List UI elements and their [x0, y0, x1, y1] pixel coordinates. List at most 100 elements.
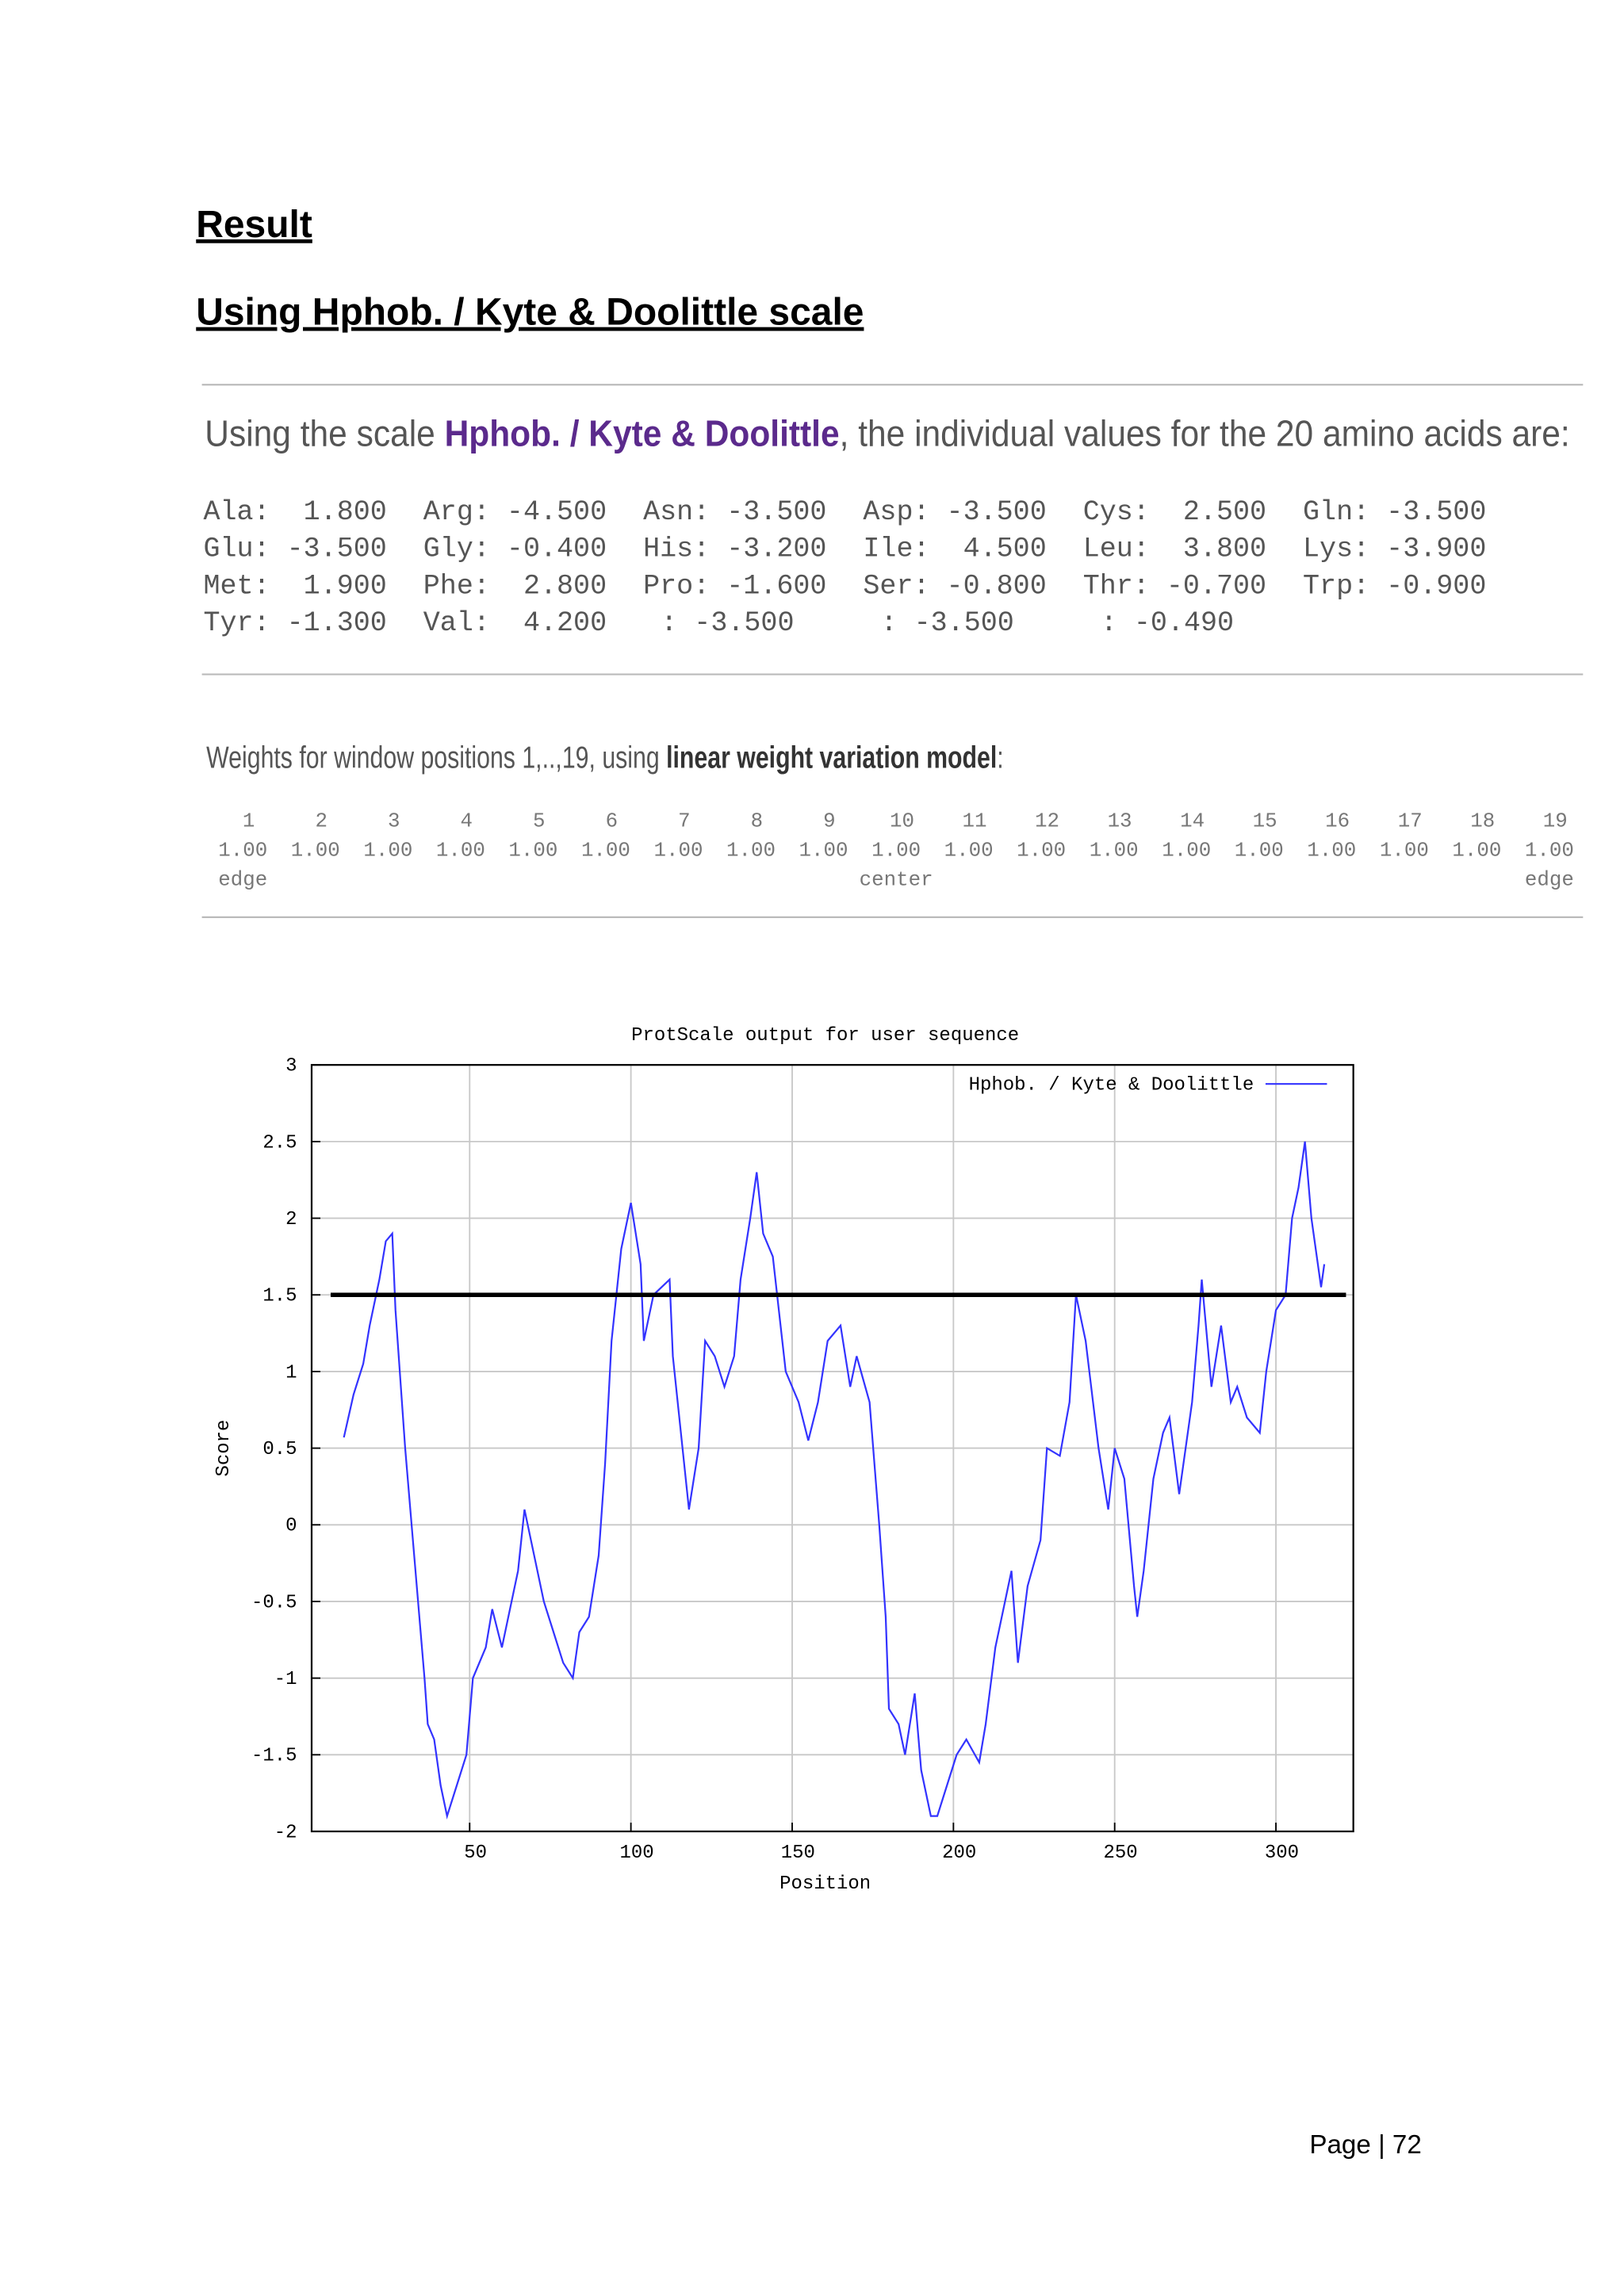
window-position: 8 [751, 809, 764, 832]
window-position: 7 [678, 809, 691, 832]
amino-acid-table: Ala: 1.800 Arg: -4.500 Asn: -3.500 Asp: -3.… [203, 496, 1486, 639]
y-tick-label: -0.5 [251, 1592, 297, 1613]
weight-value: 1.00 [1452, 838, 1501, 862]
weight-value: 1.00 [581, 838, 630, 862]
weight-value: 1.00 [1307, 838, 1356, 862]
weight-value: 1.00 [291, 838, 340, 862]
table-cell: : -0.490 [1101, 607, 1234, 639]
chart: ProtScale output for user sequence -2 -1.5… [213, 1025, 1354, 1895]
window-position: 9 [823, 809, 836, 832]
window-position: 13 [1108, 809, 1132, 832]
x-tick-label: 300 [1265, 1843, 1299, 1864]
table-cell: Ile: 4.500 [863, 534, 1046, 565]
table-cell: Met: 1.900 [203, 570, 386, 602]
weight-value: 1.00 [726, 838, 776, 862]
weight-value: 1.00 [653, 838, 703, 862]
table-cell: : -3.500 [661, 607, 794, 639]
x-tick-label: 250 [1104, 1843, 1138, 1864]
window-position: 3 [388, 809, 400, 832]
table-cell: Asp: -3.500 [863, 496, 1046, 528]
x-tick-label: 100 [619, 1843, 653, 1864]
y-tick-label: -2 [274, 1822, 297, 1843]
scale-name: Hphob. / Kyte & Doolittle [445, 413, 840, 454]
scale-intro: Using the scale Hphob. / Kyte & Doolittl… [205, 413, 1569, 454]
window-position: 2 [315, 809, 327, 832]
table-cell: Cys: 2.500 [1083, 496, 1266, 528]
window-position: 5 [533, 809, 546, 832]
plot-frame [310, 1064, 1354, 1833]
window-position: 12 [1035, 809, 1059, 832]
window-position: 10 [890, 809, 914, 832]
table-cell: Gly: -0.400 [423, 534, 607, 565]
table-cell: Pro: -1.600 [643, 570, 826, 602]
window-position: 18 [1470, 809, 1495, 832]
weight-label: center [860, 867, 933, 891]
heading: Result [196, 204, 312, 246]
table-cell: Lys: -3.900 [1303, 534, 1486, 565]
table-cell: Asn: -3.500 [643, 496, 826, 528]
weight-value: 1.00 [871, 838, 921, 862]
weight-value: 1.00 [799, 838, 848, 862]
weight-value: 1.00 [218, 838, 267, 862]
weight-value: 1.00 [1090, 838, 1139, 862]
y-tick-label: 3 [285, 1056, 297, 1077]
weights-intro: Weights for window positions 1,..,19, us… [206, 741, 1004, 775]
y-tick-label: 1.5 [262, 1286, 297, 1307]
table-cell: Thr: -0.700 [1083, 570, 1266, 602]
table-cell: Phe: 2.800 [423, 570, 607, 602]
x-tick-label: 200 [942, 1843, 976, 1864]
table-cell: : -3.500 [881, 607, 1014, 639]
x-tick-label: 50 [464, 1843, 487, 1864]
page-number: Page | 72 [1309, 2130, 1422, 2160]
y-tick-label: -1 [274, 1669, 297, 1690]
y-tick-label: 2.5 [262, 1132, 297, 1154]
table-cell: Glu: -3.500 [203, 534, 386, 565]
table-cell: Leu: 3.800 [1083, 534, 1266, 565]
window-position: 15 [1253, 809, 1277, 832]
weight-value: 1.00 [1525, 838, 1574, 862]
weight-label: edge [1525, 867, 1574, 891]
intro-text: , the individual values for the 20 amino… [840, 413, 1570, 454]
y-tick-label: 0 [285, 1516, 297, 1537]
weight-value: 1.00 [436, 838, 485, 862]
weight-value: 1.00 [508, 838, 557, 862]
y-tick-label: 0.5 [262, 1439, 297, 1460]
y-axis-label: Score [213, 1420, 235, 1477]
intro-text: : [997, 741, 1003, 775]
table-cell: Gln: -3.500 [1303, 496, 1486, 528]
weight-value: 1.00 [1235, 838, 1284, 862]
weight-value: 1.00 [363, 838, 412, 862]
y-tick-label: -1.5 [251, 1746, 297, 1767]
table-cell: Ser: -0.800 [863, 570, 1046, 602]
weight-value: 1.00 [1017, 838, 1066, 862]
table-cell: Val: 4.200 [423, 607, 607, 639]
table-cell: Ala: 1.800 [203, 496, 386, 528]
window-position: 4 [461, 809, 473, 832]
window-position: 17 [1398, 809, 1423, 832]
y-tick-label: 1 [285, 1362, 297, 1383]
heading: Using Hphob. / Kyte & Doolittle scale [196, 292, 864, 334]
weights-table: 1 1.00 2 1.00 3 1.00 4 1.00 5 1.00 6 1.00 7 1.00 8 1.00… [218, 809, 1574, 891]
x-axis-label: Position [779, 1873, 871, 1895]
data-line [343, 1141, 1326, 1820]
intro-text: Using the scale [205, 413, 444, 454]
window-position: 11 [963, 809, 987, 832]
window-position: 6 [606, 809, 619, 832]
table-cell: His: -3.200 [643, 534, 826, 565]
table-cell: Arg: -4.500 [423, 496, 607, 528]
weight-value: 1.00 [944, 838, 994, 862]
model-name: linear weight variation model [666, 741, 997, 775]
window-position: 19 [1543, 809, 1568, 832]
weight-value: 1.00 [1162, 838, 1211, 862]
window-position: 1 [243, 809, 255, 832]
table-cell: Tyr: -1.300 [203, 607, 386, 639]
legend-label: Hphob. / Kyte & Doolittle [969, 1075, 1254, 1096]
chart-title: ProtScale output for user sequence [631, 1025, 1019, 1047]
window-position: 14 [1180, 809, 1205, 832]
y-tick-label: 2 [285, 1209, 297, 1230]
weight-value: 1.00 [1380, 838, 1429, 862]
intro-text: Weights for window positions 1,..,19, us… [206, 741, 666, 775]
table-cell: Trp: -0.900 [1303, 570, 1486, 602]
x-tick-label: 150 [781, 1843, 815, 1864]
